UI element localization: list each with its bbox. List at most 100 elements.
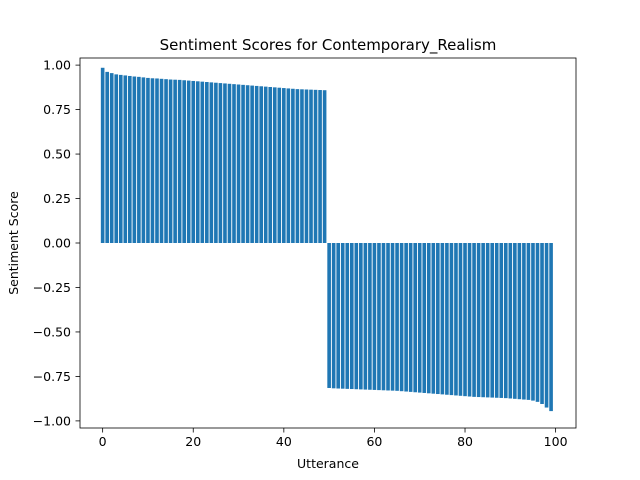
bar [100, 67, 105, 243]
bar [245, 85, 250, 243]
bar [123, 75, 128, 244]
x-tick-label: 100 [544, 434, 568, 449]
bar [259, 86, 263, 243]
bar [417, 243, 422, 393]
bar [304, 89, 309, 244]
bar [322, 90, 327, 243]
bar [164, 79, 168, 243]
bar [300, 89, 304, 243]
bar [535, 243, 540, 402]
bar [503, 243, 508, 399]
bar [336, 243, 340, 389]
x-axis-ticks: 0 20 40 60 80 100 [99, 428, 568, 449]
bar [490, 243, 495, 398]
bar [291, 88, 295, 244]
bar [241, 84, 245, 243]
bar [531, 243, 535, 401]
bar [540, 243, 544, 404]
bar [277, 87, 282, 244]
y-tick-label: 0.00 [43, 236, 71, 251]
y-tick-label: −0.25 [33, 280, 71, 295]
x-axis-label: Utterance [297, 456, 359, 471]
bar [463, 243, 467, 397]
bar [381, 243, 386, 391]
bar [544, 243, 549, 408]
bar-series [100, 67, 553, 412]
bar [449, 243, 454, 396]
bar [218, 83, 223, 243]
bar [517, 243, 522, 400]
bar [137, 76, 141, 243]
y-axis-label: Sentiment Score [6, 191, 21, 295]
bar [141, 77, 146, 243]
bar [105, 71, 109, 243]
bar [476, 243, 481, 398]
bar [485, 243, 490, 398]
bar [272, 87, 277, 243]
bar [150, 78, 155, 243]
bar [200, 81, 205, 243]
bar [118, 74, 123, 244]
bar [445, 243, 449, 395]
bar [205, 82, 209, 243]
bar [182, 80, 186, 244]
bar [426, 243, 431, 394]
bar [132, 76, 137, 243]
bar [372, 243, 377, 390]
bar [227, 83, 232, 243]
y-axis-ticks: −1.00 −0.75 −0.50 −0.25 0.00 0.25 0.50 0.75 1.00 [33, 58, 80, 428]
bar [413, 243, 417, 393]
bar [472, 243, 476, 397]
bar [128, 75, 132, 243]
x-tick-label: 0 [99, 434, 107, 449]
bar [368, 243, 372, 390]
bar [331, 243, 336, 389]
bar [408, 243, 413, 392]
y-tick-label: 0.25 [43, 191, 71, 206]
bar [386, 243, 390, 391]
bar [282, 88, 286, 243]
bar [377, 243, 381, 391]
bar [395, 243, 399, 391]
bar [404, 243, 408, 392]
bar [354, 243, 359, 390]
bar [263, 86, 268, 243]
bar [340, 243, 345, 389]
bar [173, 79, 177, 243]
bar [250, 85, 254, 243]
bar [168, 79, 173, 244]
bar [431, 243, 436, 394]
y-tick-label: 0.50 [43, 147, 71, 162]
x-tick-label: 80 [457, 434, 473, 449]
bar [268, 87, 273, 243]
y-tick-label: −0.75 [33, 369, 71, 384]
bar [345, 243, 350, 389]
bar [499, 243, 504, 398]
bar [458, 243, 463, 396]
bar [440, 243, 445, 395]
bar [359, 243, 363, 390]
bar [209, 82, 214, 244]
y-tick-label: 0.75 [43, 102, 71, 117]
bar [390, 243, 395, 391]
bar [399, 243, 404, 392]
bar [114, 74, 119, 244]
bar [295, 89, 300, 243]
bar [526, 243, 531, 400]
bar [223, 83, 227, 243]
bar [454, 243, 458, 396]
bar [309, 89, 313, 243]
bar [236, 84, 241, 243]
bar [159, 78, 164, 243]
plot-frame [79, 57, 577, 429]
bar [508, 243, 513, 399]
bar [177, 79, 182, 243]
bar [195, 81, 200, 243]
y-tick-label: −1.00 [33, 413, 71, 428]
bar [286, 88, 291, 243]
bar [349, 243, 354, 390]
bar [522, 243, 526, 400]
y-tick-label: 1.00 [43, 58, 71, 73]
x-tick-label: 40 [276, 434, 292, 449]
